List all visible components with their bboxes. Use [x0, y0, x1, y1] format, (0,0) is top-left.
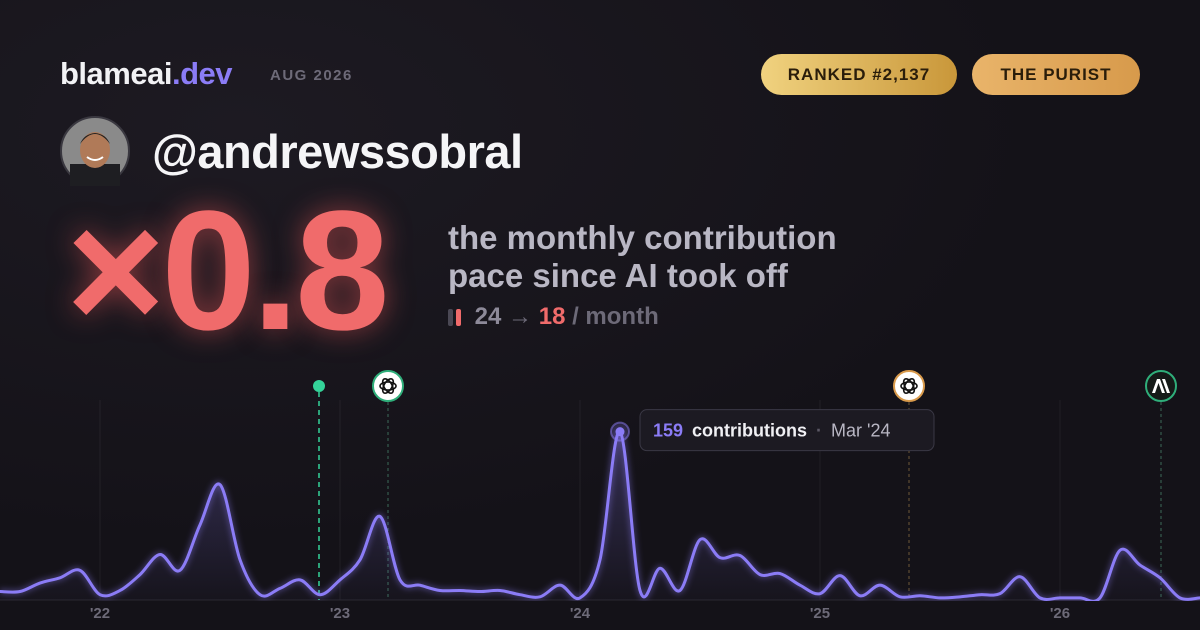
x-tick-label: '22 — [90, 605, 110, 622]
tooltip-value: 159 — [653, 420, 683, 440]
brand: blameai.dev — [60, 56, 232, 92]
line — [0, 430, 1200, 601]
x-tick-label: '25 — [810, 605, 830, 622]
brand-name: blameai — [60, 56, 172, 91]
pace: 24 → 18 / month — [448, 303, 659, 331]
rank-badge: RANKED #2,137 — [761, 54, 957, 95]
tooltip-date: Mar '24 — [831, 420, 890, 440]
peak-point — [615, 427, 625, 437]
x-tick-label: '23 — [330, 605, 350, 622]
openai-icon — [893, 370, 925, 402]
x-tick-label: '24 — [570, 605, 591, 622]
tooltip-unit: contributions — [692, 420, 807, 440]
pace-after: 18 — [538, 303, 566, 330]
pace-before: 24 — [474, 303, 502, 330]
avatar — [60, 116, 130, 186]
openai-icon — [372, 370, 404, 402]
brand-suffix: .dev — [171, 56, 233, 91]
pace-unit: / month — [572, 303, 659, 330]
description: the monthly contribution pace since AI t… — [448, 219, 837, 295]
x-tick-label: '26 — [1050, 605, 1070, 622]
tooltip-box — [639, 409, 935, 452]
description-line: the monthly contribution — [448, 219, 837, 256]
tooltip-separator: · — [816, 420, 822, 440]
anthropic-icon — [1145, 370, 1177, 402]
multiplier: ×0.8 — [66, 176, 390, 366]
series — [0, 428, 1200, 601]
handle: @andrewssobral — [152, 125, 523, 178]
event-dot — [313, 380, 325, 392]
date: AUG 2026 — [270, 67, 353, 84]
pace-arrow: → — [508, 303, 533, 330]
tooltip: 159 contributions · Mar '24 — [653, 420, 891, 440]
type-badge: THE PURIST — [972, 54, 1140, 95]
description-line: pace since AI took off — [448, 257, 788, 294]
pace-icon — [448, 308, 468, 326]
